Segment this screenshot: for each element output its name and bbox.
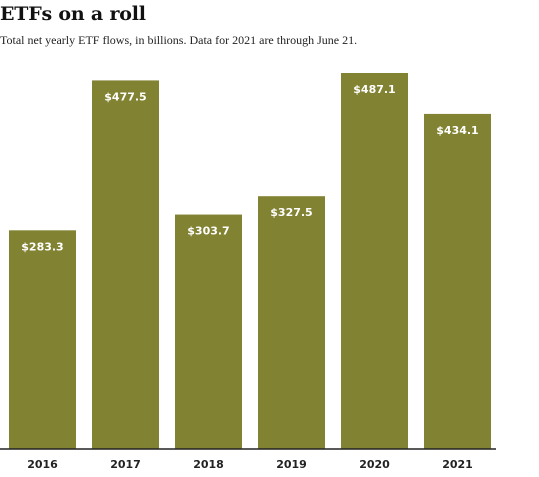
x-tick-label-2020: 2020 [359,458,390,471]
x-tick-label-2016: 2016 [27,458,58,471]
bar-value-label-2016: $283.3 [21,240,63,253]
bar-2020 [341,73,408,449]
chart-title: ETFs on a roll [0,3,146,25]
x-tick-label-2017: 2017 [110,458,141,471]
bar-value-label-2019: $327.5 [270,206,312,219]
x-tick-label-2021: 2021 [442,458,473,471]
chart-subtitle: Total net yearly ETF flows, in billions.… [0,33,358,47]
bar-value-label-2020: $487.1 [353,83,395,96]
bar-value-label-2017: $477.5 [104,90,146,103]
bar-2021 [424,113,491,450]
x-tick-label-2018: 2018 [193,458,224,471]
bar-2018 [175,214,242,449]
bar-2017 [92,80,159,449]
x-tick-label-2019: 2019 [276,458,307,471]
bar-value-label-2018: $303.7 [187,225,229,238]
bar-2016 [9,230,76,449]
bar-value-label-2021: $434.1 [436,124,478,137]
bar-2019 [258,196,325,449]
